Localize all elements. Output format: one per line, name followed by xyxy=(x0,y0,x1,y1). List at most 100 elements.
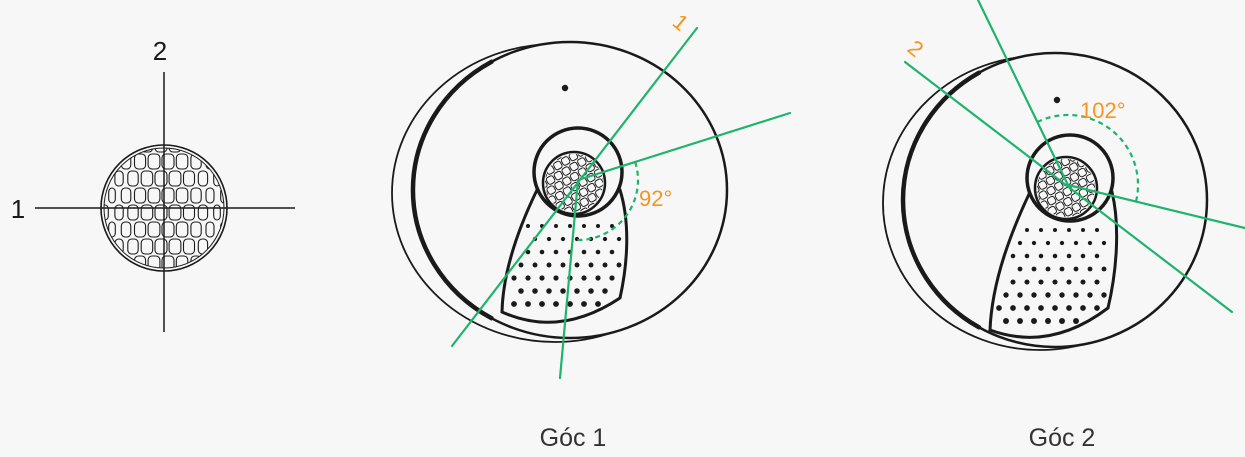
speaker-hole xyxy=(1031,318,1037,324)
lens-cell xyxy=(127,170,139,187)
lens-cell xyxy=(95,188,102,203)
lens-cell xyxy=(169,273,181,288)
speaker-hole xyxy=(1025,228,1029,232)
sensor-2-boundary-ray-right xyxy=(1066,183,1245,230)
lens-cell xyxy=(140,238,154,255)
speaker-hole xyxy=(1052,305,1058,311)
lens-mesh-cell xyxy=(1069,162,1079,172)
lens-mesh-cell xyxy=(1071,202,1081,212)
lens-cell xyxy=(175,153,189,170)
lens-cell xyxy=(95,222,102,237)
axis-1-label: 1 xyxy=(11,194,25,224)
lens-mesh-cell xyxy=(554,190,565,201)
sensor-2-angle-arc xyxy=(1036,113,1140,202)
speaker-hole xyxy=(1010,279,1016,285)
lens-cell xyxy=(88,239,95,254)
speaker-hole xyxy=(525,249,531,255)
speaker-hole xyxy=(546,236,552,242)
speaker-hole xyxy=(1045,266,1051,272)
speaker-hole xyxy=(1073,292,1079,298)
lens-cell xyxy=(242,137,249,152)
speaker-hole xyxy=(1017,318,1023,324)
lens-mesh-cell xyxy=(545,175,556,185)
speaker-hole xyxy=(602,262,608,268)
lens-cell xyxy=(242,171,249,186)
sensor-1-speaker-holes xyxy=(511,224,622,307)
speaker-hole xyxy=(525,301,531,307)
lens-cell xyxy=(140,204,154,221)
speaker-hole xyxy=(609,275,615,281)
speaker-hole xyxy=(546,262,552,268)
speaker-hole xyxy=(560,262,566,268)
speaker-hole xyxy=(1073,240,1079,246)
speaker-hole xyxy=(1094,253,1100,259)
speaker-hole xyxy=(1039,228,1043,232)
speaker-hole xyxy=(1059,292,1065,298)
speaker-hole xyxy=(996,305,1002,311)
lens-cell xyxy=(133,221,147,238)
speaker-hole xyxy=(582,224,586,228)
lens-cell xyxy=(147,255,161,268)
speaker-hole xyxy=(1059,266,1065,272)
lens-mesh-cell xyxy=(587,193,597,203)
sensor-1-indicator-dot xyxy=(561,84,569,92)
axis-2-label: 2 xyxy=(153,36,167,66)
speaker-hole xyxy=(1031,292,1037,298)
speaker-hole xyxy=(539,301,545,307)
lens-cell xyxy=(120,187,132,204)
speaker-hole xyxy=(1080,305,1086,311)
lens-mesh-cell xyxy=(1055,211,1066,217)
lens-mesh-cell xyxy=(553,160,563,171)
lens-cell xyxy=(127,238,139,255)
speaker-hole xyxy=(595,249,601,255)
speaker-hole xyxy=(1094,305,1100,311)
speaker-hole xyxy=(511,301,517,307)
sensor-1-face-edge xyxy=(410,59,494,321)
speaker-hole xyxy=(574,288,580,294)
lens-cell xyxy=(127,148,139,153)
lens-cell xyxy=(161,255,175,268)
lens-cell xyxy=(140,148,154,153)
lens-cell xyxy=(147,187,161,204)
lens-cell xyxy=(168,148,182,153)
sensor-1-caption: Góc 1 xyxy=(540,424,607,452)
sensor-1: 1 92° Góc 1 xyxy=(391,9,792,452)
lens-cell xyxy=(108,153,116,170)
speaker-hole xyxy=(595,301,601,307)
speaker-hole xyxy=(1087,292,1093,298)
speaker-hole xyxy=(1087,266,1093,272)
lens-cell xyxy=(108,221,116,238)
sensor-1-axis-ray xyxy=(450,26,699,348)
speaker-hole xyxy=(1066,279,1072,285)
speaker-hole xyxy=(610,224,614,228)
speaker-hole xyxy=(1024,253,1030,259)
lens-mesh-cell xyxy=(1037,180,1048,190)
sensor-2-angle-label: 102° xyxy=(1080,98,1126,123)
lens-cell xyxy=(88,137,95,152)
lens-mesh-cell xyxy=(579,197,589,207)
speaker-hole xyxy=(511,275,517,281)
lens-cell xyxy=(184,273,195,288)
speaker-hole xyxy=(1095,228,1099,232)
sensor-1-angle-label: 92° xyxy=(639,186,672,211)
lens-cell xyxy=(198,273,207,288)
speaker-hole xyxy=(1080,253,1086,259)
lens-cell xyxy=(228,273,235,288)
lens-cell xyxy=(242,273,249,288)
sensor-2-caption: Góc 2 xyxy=(1029,424,1096,452)
lens-mesh-cell xyxy=(545,179,548,190)
lens-cell xyxy=(147,221,161,238)
lens-mesh-cell xyxy=(1045,175,1056,186)
lens-mesh-cell xyxy=(1037,184,1040,195)
speaker-hole xyxy=(1066,305,1072,311)
lens-cell xyxy=(220,153,224,170)
speaker-hole xyxy=(1081,228,1085,232)
lens-cell xyxy=(95,154,102,169)
speaker-hole xyxy=(532,288,538,294)
lens-mesh-cell xyxy=(1054,181,1064,191)
lens-cell xyxy=(133,187,147,204)
lens-cell xyxy=(182,204,196,221)
sensor-2-line-label: 2 xyxy=(903,35,928,62)
lens-cell xyxy=(115,273,123,288)
